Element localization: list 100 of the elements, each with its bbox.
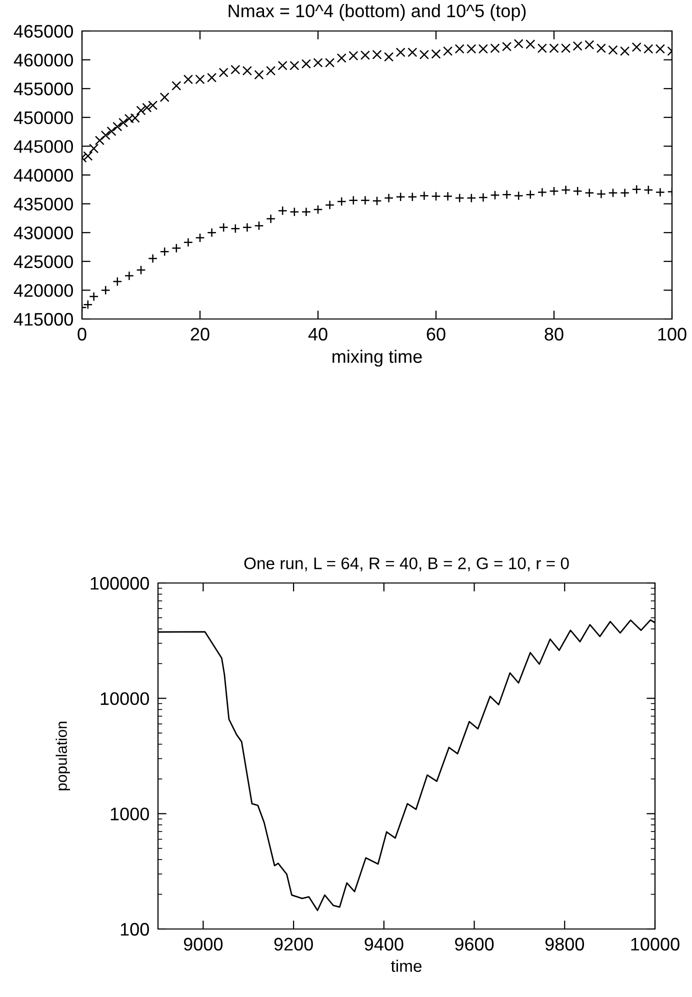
point xyxy=(478,44,488,54)
point xyxy=(348,50,358,61)
point xyxy=(136,265,146,275)
y-tick-label: 435000 xyxy=(14,198,73,211)
point xyxy=(620,46,630,56)
point xyxy=(584,40,594,50)
point xyxy=(218,68,228,78)
point xyxy=(100,285,110,295)
point xyxy=(112,122,122,132)
point xyxy=(360,50,370,60)
point xyxy=(372,50,382,60)
point xyxy=(419,50,429,60)
point xyxy=(644,185,654,195)
y-tick-label: 100000 xyxy=(90,576,149,590)
x-axis-title: time xyxy=(391,960,422,972)
x-tick-label: 10000 xyxy=(631,938,680,951)
point xyxy=(655,44,665,54)
point xyxy=(106,126,116,136)
y-tick-label: 420000 xyxy=(14,284,73,297)
x-tick-label: 60 xyxy=(426,328,446,341)
point xyxy=(443,46,453,56)
point xyxy=(584,188,594,198)
x-tick-label: 9000 xyxy=(184,938,223,951)
point xyxy=(160,246,170,256)
point xyxy=(195,232,205,243)
point xyxy=(644,44,654,54)
x-tick-label: 0 xyxy=(78,328,86,341)
point xyxy=(148,254,158,264)
x-tick-label: 9800 xyxy=(545,938,584,951)
point xyxy=(148,100,158,110)
point xyxy=(278,206,288,216)
point xyxy=(526,39,536,50)
point xyxy=(118,118,128,128)
point xyxy=(372,196,382,206)
point xyxy=(502,42,512,52)
point xyxy=(408,192,418,202)
point xyxy=(325,200,335,210)
point xyxy=(608,188,618,198)
point xyxy=(230,64,240,74)
point xyxy=(514,190,524,201)
x-tick-label: 9400 xyxy=(364,938,404,951)
point xyxy=(89,292,99,302)
chart-title: Nmax = 10^4 (bottom) and 10^5 (top) xyxy=(228,4,526,21)
x-tick-label: 20 xyxy=(190,328,210,341)
point xyxy=(514,38,524,48)
y-tick-label: 460000 xyxy=(14,54,73,67)
point xyxy=(348,196,358,206)
x-tick-label: 9600 xyxy=(455,938,494,951)
point xyxy=(549,43,559,54)
point xyxy=(100,130,110,140)
point xyxy=(136,106,146,116)
point xyxy=(290,60,300,70)
y-tick-label: 430000 xyxy=(14,226,73,240)
point xyxy=(172,80,182,91)
point xyxy=(266,66,276,76)
point xyxy=(572,186,582,196)
point xyxy=(195,74,205,84)
point xyxy=(632,184,642,194)
x-tick-label: 9200 xyxy=(274,938,313,951)
point xyxy=(160,92,170,102)
x-tick-label: 40 xyxy=(308,328,328,341)
y-tick-label: 415000 xyxy=(14,312,73,326)
y-tick-label: 100 xyxy=(120,922,149,936)
point xyxy=(596,189,606,199)
point xyxy=(561,185,571,195)
y-axis-title: population xyxy=(56,722,70,790)
point xyxy=(466,193,476,203)
point xyxy=(218,222,228,232)
point xyxy=(242,66,252,76)
point xyxy=(549,186,559,196)
y-tick-label: 455000 xyxy=(14,82,73,96)
point xyxy=(454,44,464,54)
point xyxy=(89,144,99,154)
chart-title: One run, L = 64, R = 40, B = 2, G = 10, r = 0 xyxy=(244,557,569,572)
point xyxy=(431,49,441,59)
point xyxy=(278,60,288,70)
y-tick-label: 10000 xyxy=(100,692,149,706)
point xyxy=(490,190,500,200)
x-tick-label: 80 xyxy=(544,328,564,341)
y-tick-label: 440000 xyxy=(14,168,73,182)
point xyxy=(83,151,93,161)
x-tick-label: 100 xyxy=(658,328,686,341)
point xyxy=(608,45,618,55)
point xyxy=(183,74,193,84)
point xyxy=(142,102,152,112)
point xyxy=(454,193,464,203)
point xyxy=(336,196,346,206)
point xyxy=(537,43,547,54)
point xyxy=(408,48,418,58)
point xyxy=(384,193,394,203)
point xyxy=(112,276,122,286)
point xyxy=(254,70,264,80)
point xyxy=(632,42,642,52)
point xyxy=(431,192,441,202)
point xyxy=(94,136,104,146)
y-tick-label: 445000 xyxy=(14,140,73,153)
point xyxy=(83,300,93,310)
point xyxy=(572,41,582,51)
point xyxy=(596,43,606,54)
point xyxy=(336,53,346,63)
